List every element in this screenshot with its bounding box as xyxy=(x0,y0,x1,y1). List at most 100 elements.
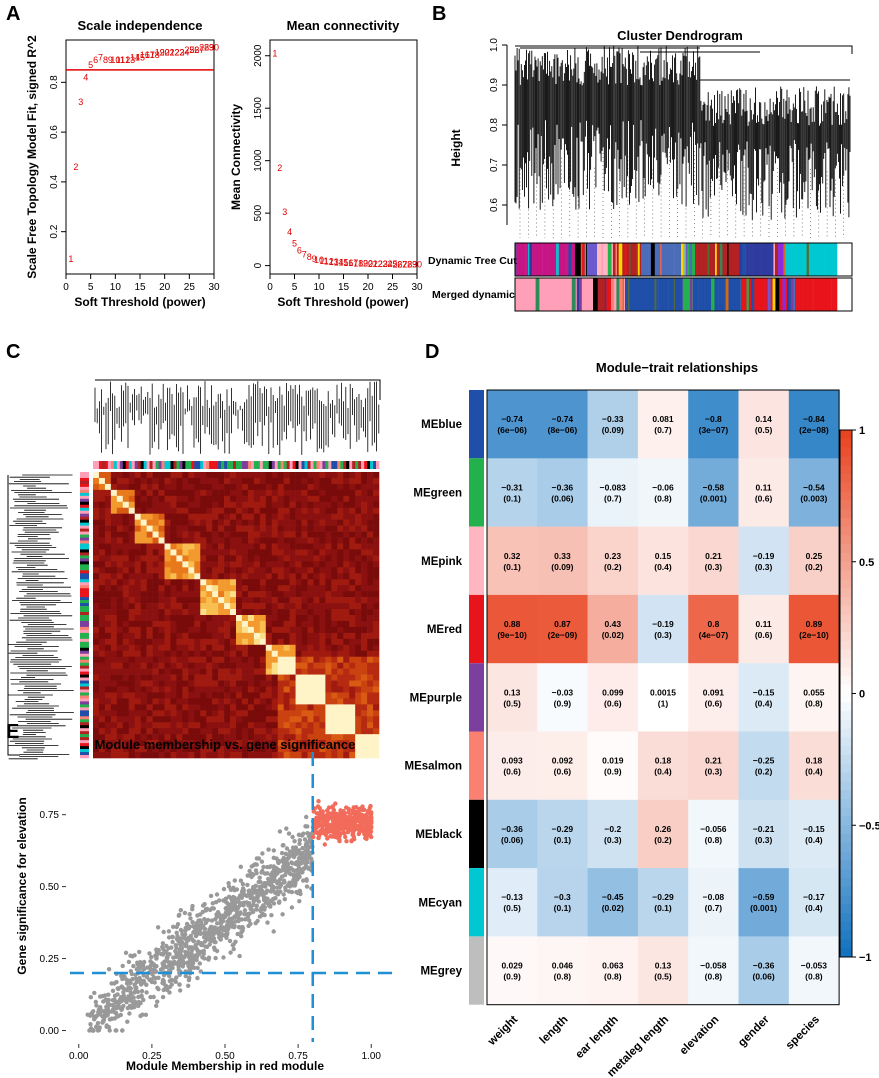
tom-cell xyxy=(361,513,368,520)
tom-cell xyxy=(194,609,201,616)
tom-cell xyxy=(253,650,261,658)
heat-cell xyxy=(537,594,588,664)
tom-cell xyxy=(259,668,267,675)
tom-cell xyxy=(152,716,159,723)
tom-cell xyxy=(116,489,124,497)
tom-cell xyxy=(313,501,320,509)
module-color-strip xyxy=(775,278,780,311)
module-color-strip xyxy=(670,278,675,311)
module-color-strip xyxy=(665,278,669,311)
tom-cell xyxy=(247,573,255,580)
membership-scatter: Module membership vs. gene significance … xyxy=(15,737,400,1073)
tom-left-color xyxy=(80,698,89,702)
module-color-strip xyxy=(674,243,678,276)
tom-cell xyxy=(116,668,124,675)
tom-cell xyxy=(164,704,171,711)
tom-cell xyxy=(295,716,302,723)
tom-cell xyxy=(116,573,124,580)
tom-cell xyxy=(349,549,356,556)
tom-left-color xyxy=(80,710,89,714)
tom-left-color xyxy=(80,731,89,735)
tom-cell xyxy=(253,722,261,729)
scatter-point xyxy=(269,913,274,918)
tom-cell xyxy=(319,543,326,550)
module-color-strip xyxy=(779,278,783,311)
tom-cell xyxy=(116,472,124,479)
tom-cell xyxy=(355,746,362,753)
tom-cell xyxy=(104,513,112,520)
module-color-strip xyxy=(831,243,834,276)
heat-cell-pvalue: (0.3) xyxy=(604,835,622,845)
tom-cell xyxy=(218,734,225,741)
tom-cell xyxy=(283,585,290,592)
tom-cell xyxy=(241,650,249,658)
tom-cell xyxy=(134,561,141,568)
tom-cell xyxy=(116,501,124,509)
scatter-point xyxy=(151,994,156,1000)
tom-cell xyxy=(230,692,237,699)
tom-cell xyxy=(349,585,356,592)
tom-cell xyxy=(200,519,207,526)
tom-left-color xyxy=(80,483,89,488)
tom-cell xyxy=(164,620,171,628)
tom-cell xyxy=(176,668,183,675)
tom-cell xyxy=(343,477,350,485)
tom-cell xyxy=(325,525,332,532)
tom-cell xyxy=(241,698,249,705)
tom-cell xyxy=(301,549,308,556)
tom-cell xyxy=(158,549,165,556)
scatter-point xyxy=(200,909,205,915)
tom-cell xyxy=(98,507,106,515)
tom-cell xyxy=(230,513,237,520)
tom-cell xyxy=(307,483,314,491)
scatter-point xyxy=(223,896,229,901)
scatter-point xyxy=(99,1009,104,1014)
tom-cell xyxy=(164,692,171,699)
module-color-strip xyxy=(661,243,665,276)
tom-cell xyxy=(104,597,112,604)
tom-cell xyxy=(206,620,213,628)
tom-cell xyxy=(98,740,106,747)
module-color-strip xyxy=(604,278,607,311)
tom-cell xyxy=(206,734,213,741)
tom-cell xyxy=(259,543,267,550)
tom-cell xyxy=(212,656,219,663)
tom-cell xyxy=(253,555,261,562)
module-color-strip xyxy=(783,243,786,276)
tom-cell xyxy=(104,543,112,550)
tom-cell xyxy=(253,632,261,640)
module-color-strip xyxy=(550,278,555,311)
heat-cell-value: −0.74 xyxy=(552,414,574,424)
tom-left-color xyxy=(80,588,89,592)
tom-cell xyxy=(218,716,225,723)
tom-cell xyxy=(373,740,380,747)
tom-left-color xyxy=(80,480,89,485)
tom-cell xyxy=(176,531,183,538)
row-color-swatch xyxy=(469,458,484,527)
scale-independence-plot: Scale independence 0 5 10 15 20 25 300.20.40.6… xyxy=(25,18,220,309)
tom-cell xyxy=(224,650,231,658)
tom-cell xyxy=(146,555,153,562)
tom-cell xyxy=(265,615,273,622)
mean-point: 16 xyxy=(343,258,353,268)
tom-cell xyxy=(188,597,195,604)
tom-cell xyxy=(337,513,344,520)
scatter-point xyxy=(156,975,161,980)
tom-cell xyxy=(212,716,219,723)
tom-cell xyxy=(337,650,344,658)
tom-cell xyxy=(241,501,249,509)
scatter-point xyxy=(237,953,242,959)
tom-cell xyxy=(98,555,106,562)
tom-cell xyxy=(337,579,344,586)
tom-cell xyxy=(325,615,332,622)
scatter-point xyxy=(263,890,269,895)
heat-cell-pvalue: (0.6) xyxy=(705,698,723,708)
heat-cell xyxy=(738,731,790,801)
scatter-point xyxy=(346,806,351,812)
tom-cell xyxy=(206,615,213,622)
dendro-ytick-label: 0.6 xyxy=(489,198,500,212)
scale-point: 1 xyxy=(68,254,73,264)
tom-cell xyxy=(140,507,147,515)
tom-cell xyxy=(122,555,130,562)
tom-cell xyxy=(122,513,130,520)
